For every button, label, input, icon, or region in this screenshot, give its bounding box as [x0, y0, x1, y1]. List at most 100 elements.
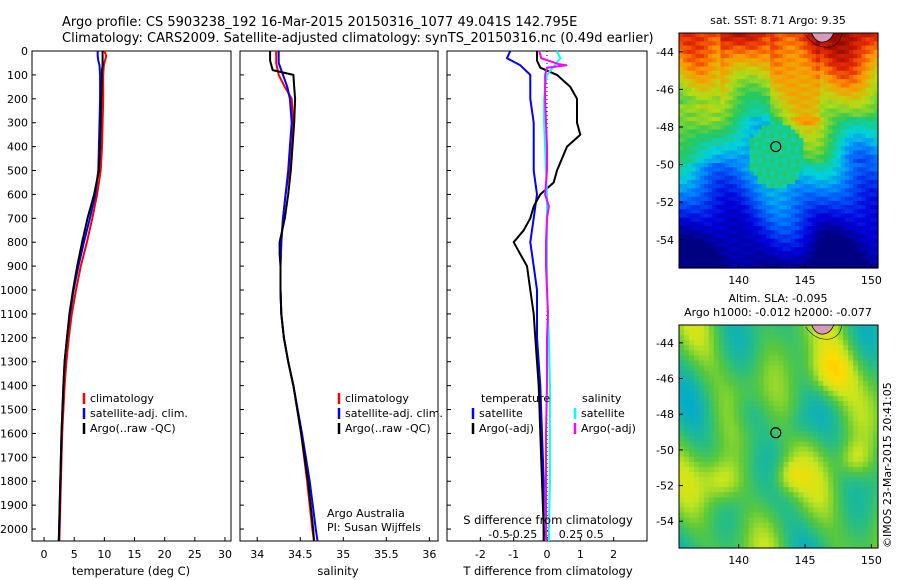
sst-cell: [770, 221, 775, 227]
sla-cell: [818, 477, 824, 483]
sst-cell: [853, 146, 858, 152]
sla-cell: [679, 466, 685, 473]
sla-cell: [713, 471, 720, 478]
sst-cell: [819, 70, 825, 76]
sla-cell: [788, 446, 795, 453]
sst-cell: [873, 66, 879, 72]
sst-cell: [815, 53, 821, 59]
sst-cell: [807, 74, 813, 80]
sst-cell: [749, 129, 755, 135]
sla-cell: [728, 365, 735, 372]
sst-cell: [811, 255, 817, 261]
sla-cell: [838, 451, 844, 458]
sst-cell: [799, 179, 804, 185]
sst-cell: [737, 74, 742, 80]
sst-cell: [712, 83, 717, 89]
sla-cell: [778, 395, 785, 402]
sla-cell: [703, 421, 710, 427]
sst-cell: [712, 66, 717, 72]
sst-cell: [799, 100, 804, 105]
sla-cell: [718, 385, 725, 392]
sst-cell: [712, 163, 717, 168]
sst-cell: [848, 100, 854, 105]
sla-cell: [853, 441, 859, 448]
sst-cell: [807, 196, 813, 202]
sst-cell: [869, 70, 875, 76]
sla-cell: [683, 385, 690, 392]
sst-cell: [840, 188, 846, 194]
sst-cell: [815, 70, 821, 76]
sst-cell: [766, 226, 771, 231]
sst-cell: [753, 179, 759, 185]
sst-cell: [803, 230, 809, 236]
sla-cell: [823, 370, 829, 377]
sla-cell: [698, 375, 705, 382]
sst-cell: [865, 171, 871, 177]
sla-cell: [748, 330, 755, 336]
sst-cell: [799, 238, 804, 244]
sla-cell: [843, 421, 849, 427]
sst-cell: [728, 192, 734, 198]
sst-cell: [795, 184, 800, 189]
sst-cell: [853, 112, 858, 118]
sla-cell: [728, 370, 735, 377]
sst-cell: [766, 192, 771, 198]
sst-cell: [745, 146, 751, 152]
sla-cell: [813, 537, 819, 544]
sla-cell: [708, 507, 715, 514]
sst-cell: [728, 234, 734, 240]
sst-cell: [803, 142, 809, 147]
sst-cell: [724, 74, 730, 80]
sst-cell: [836, 74, 842, 80]
sla-cell: [723, 482, 730, 488]
sst-cell: [703, 238, 709, 244]
sla-cell: [818, 426, 824, 433]
sst-cell: [724, 200, 730, 206]
sst-cell: [836, 79, 842, 84]
sst-cell: [732, 221, 738, 227]
sst-cell: [840, 154, 846, 160]
sst-cell: [724, 70, 730, 76]
sst-cell: [795, 45, 800, 51]
sst-cell: [861, 121, 867, 126]
sla-cell: [813, 497, 819, 503]
sst-heatmap: [679, 33, 879, 269]
sst-cell: [683, 196, 688, 202]
sst-cell: [716, 188, 722, 194]
sst-cell: [799, 33, 804, 38]
sla-cell: [698, 330, 705, 336]
sla-cell: [753, 365, 760, 372]
sst-cell: [844, 171, 850, 177]
sla-cell: [718, 482, 725, 488]
sst-cell: [770, 104, 775, 110]
sla-cell: [723, 537, 730, 544]
sla-cell: [713, 436, 720, 443]
sst-cell: [737, 129, 742, 135]
sla-cell: [728, 375, 735, 382]
sst-cell: [819, 53, 825, 59]
sst-cell: [757, 179, 763, 185]
x-tick-label: -1: [508, 548, 519, 561]
sst-cell: [745, 70, 751, 76]
sla-cell: [858, 512, 864, 519]
sst-cell: [811, 158, 817, 164]
sla-cell: [738, 517, 745, 524]
sst-cell: [803, 41, 809, 47]
sla-cell: [753, 406, 760, 412]
sst-cell: [836, 200, 842, 206]
sla-cell: [773, 441, 780, 448]
sla-cell: [833, 436, 839, 443]
sla-cell: [733, 497, 740, 503]
sst-cell: [782, 87, 788, 93]
sla-cell: [848, 517, 854, 524]
sla-cell: [733, 522, 740, 529]
sst-cell: [815, 74, 821, 80]
sst-cell: [815, 100, 821, 105]
sst-cell: [824, 70, 829, 76]
sla-cell: [793, 426, 799, 433]
sst-cell: [712, 62, 717, 68]
sst-cell: [832, 83, 838, 89]
sla-cell: [813, 370, 819, 377]
sst-cell: [724, 226, 730, 231]
sst-cell: [757, 209, 763, 215]
